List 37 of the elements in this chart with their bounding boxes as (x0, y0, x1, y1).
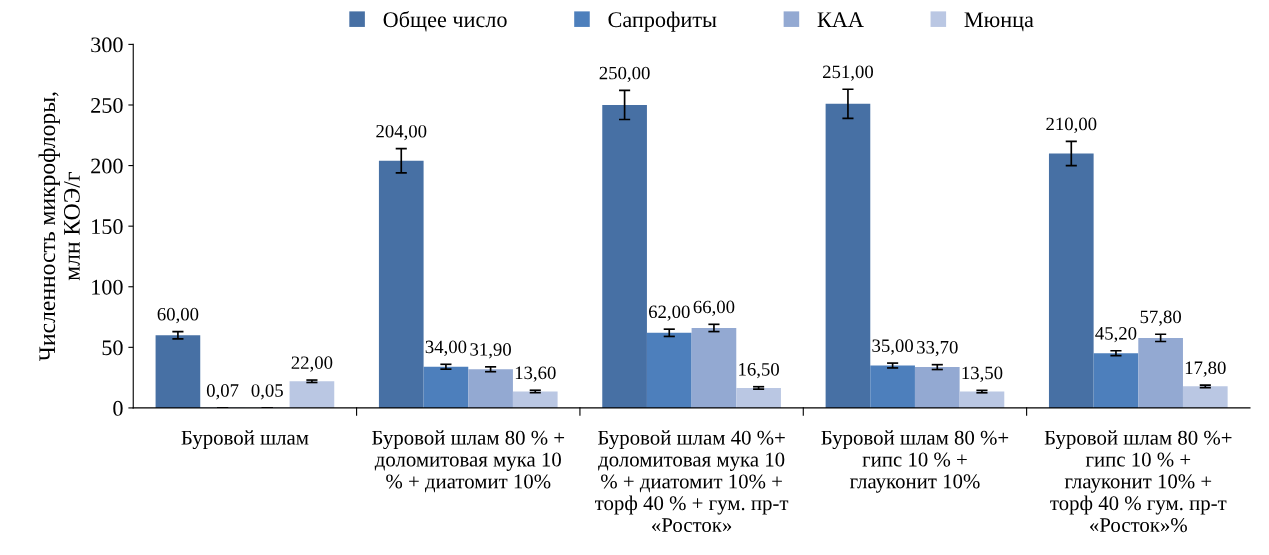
y-tick-label: 0 (113, 400, 123, 416)
data-label: 13,50 (962, 366, 1003, 382)
x-tick-label: Буровой шлам (181, 430, 309, 450)
legend-label: Общее число (383, 11, 507, 32)
y-tick-label: 100 (92, 279, 123, 295)
data-label: 35,00 (872, 339, 913, 355)
data-label: 16,50 (739, 362, 779, 379)
y-tick-label: 150 (92, 219, 123, 235)
data-label: 57,80 (1140, 310, 1182, 326)
data-label: 0,07 (206, 384, 239, 400)
y-tick-label: 50 (102, 340, 123, 356)
data-label: 34,00 (425, 340, 467, 356)
data-label: 45,20 (1095, 327, 1137, 343)
x-tick-label: Буровой шлам 40 %+ доломитовая мука 10 % + диатомит 10% + торф 40 % + гум. пр-т «Росток» (595, 430, 789, 533)
data-label: 204,00 (376, 124, 427, 141)
legend-label: Сапрофиты (608, 11, 717, 32)
y-axis-title: Численность микрофлоры, млн КОЭ/г (38, 92, 80, 362)
data-label: 210,00 (1046, 117, 1097, 133)
legend-label: Мюнца (964, 12, 1034, 32)
y-tick-label: 300 (91, 37, 123, 53)
data-label: 13,60 (515, 366, 556, 382)
data-label: 31,90 (470, 343, 511, 359)
y-tick-label: 200 (91, 158, 123, 174)
data-label: 251,00 (822, 65, 874, 81)
x-tick-label: Буровой шлам 80 % + доломитовая мука 10 % + диатомит 10% (372, 430, 565, 493)
data-label: 60,00 (157, 307, 199, 324)
data-label: 17,80 (1185, 361, 1226, 377)
data-label: 62,00 (648, 305, 690, 321)
data-label: 33,70 (917, 340, 958, 357)
data-label: 0,05 (251, 384, 283, 400)
data-label: 250,00 (599, 66, 650, 83)
data-label: 22,00 (291, 356, 333, 372)
x-tick-label: Буровой шлам 80 %+ гипс 10 % + глауконит 10% + торф 40 % гум. пр-т «Росток»% (1044, 430, 1232, 533)
data-label: 66,00 (693, 300, 735, 316)
y-tick-label: 250 (91, 97, 123, 113)
x-tick-label: Буровой шлам 80 %+ гипс 10 % + глауконит 10% (821, 430, 1009, 493)
legend-label: КАА (817, 12, 864, 27)
